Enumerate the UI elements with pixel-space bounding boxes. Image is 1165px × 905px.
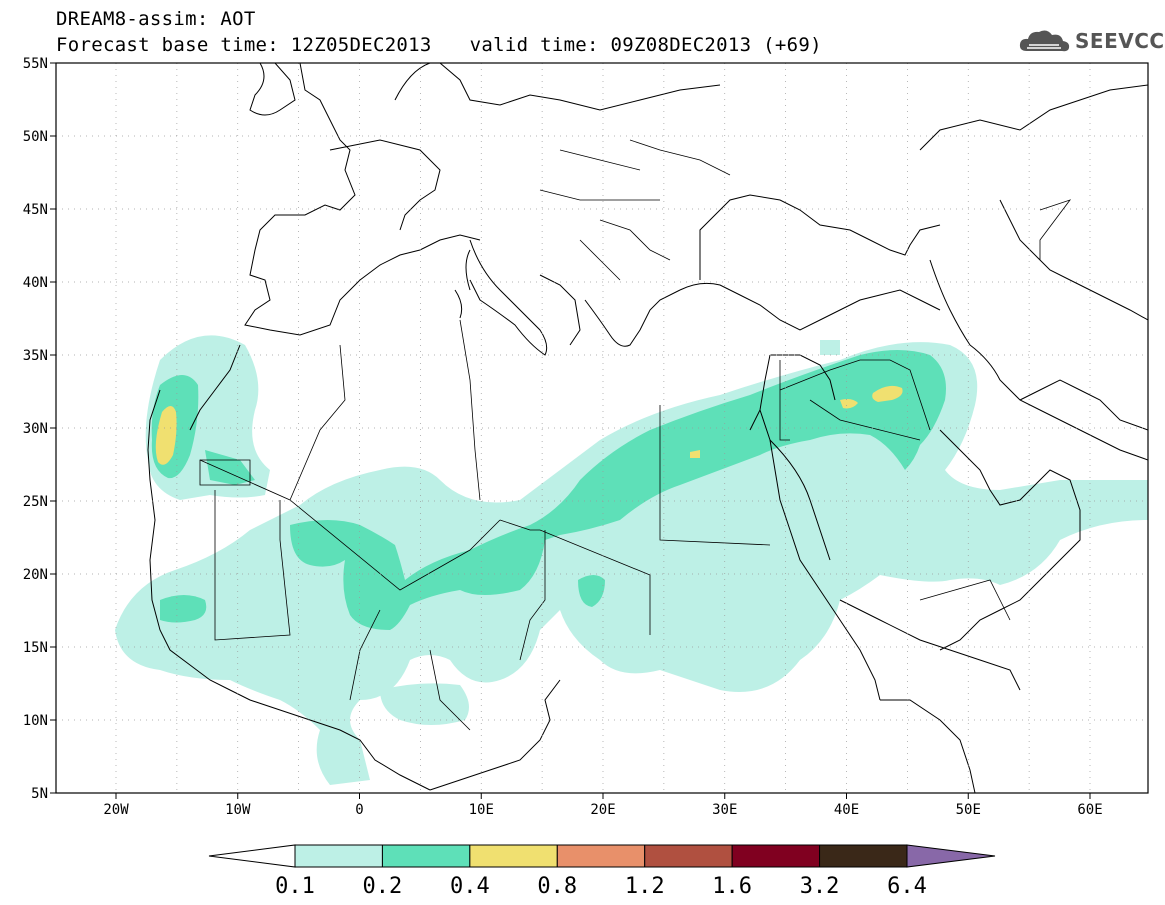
lon-label: 40E — [834, 802, 859, 818]
lon-label: 60E — [1077, 802, 1102, 818]
colorbar-over-arrow — [906, 844, 996, 868]
lat-label: 40N — [23, 275, 48, 291]
colorbar-swatch — [556, 844, 646, 868]
lat-label: 25N — [23, 494, 48, 510]
lon-label: 50E — [956, 802, 981, 818]
lat-label: 20N — [23, 567, 48, 583]
colorbar-label: 6.4 — [887, 874, 927, 899]
lat-label: 45N — [23, 202, 48, 218]
colorbar-label: 0.1 — [275, 874, 315, 899]
colorbar-under-arrow — [208, 844, 296, 868]
lat-label: 35N — [23, 348, 48, 364]
lon-label: 10E — [469, 802, 494, 818]
cloud-logo-icon — [1019, 30, 1070, 52]
colorbar-label: 0.4 — [450, 874, 490, 899]
lat-label: 55N — [23, 56, 48, 72]
colorbar-label: 1.6 — [712, 874, 752, 899]
latitude-labels: 55N 50N 45N 40N 35N 30N 25N 20N 15N 10N 5N — [23, 56, 48, 802]
coastlines — [147, 63, 1148, 793]
seevccc-logo: SEEVCCC — [1017, 26, 1165, 56]
lon-label: 20E — [590, 802, 615, 818]
colorbar-swatch — [731, 844, 821, 868]
colorbar-label: 0.2 — [363, 874, 403, 899]
longitude-labels: 20W 10W 0 10E 20E 30E 40E 50E 60E — [103, 802, 1102, 818]
lon-label: 20W — [103, 802, 129, 818]
lat-label: 50N — [23, 129, 48, 145]
colorbar-label: 1.2 — [625, 874, 665, 899]
lon-label: 30E — [712, 802, 737, 818]
lat-label: 30N — [23, 421, 48, 437]
base-time: Forecast base time: 12Z05DEC2013 — [56, 34, 432, 56]
map-title: DREAM8-assim: AOT — [56, 8, 256, 30]
valid-time: valid time: 09Z08DEC2013 (+69) — [469, 34, 822, 56]
forecast-times: Forecast base time: 12Z05DEC2013 valid ti… — [56, 34, 822, 56]
colorbar-swatch — [294, 844, 383, 868]
logo-text: SEEVCCC — [1075, 29, 1165, 53]
aot-field — [115, 335, 1148, 785]
colorbar: 0.1 0.2 0.4 0.8 1.2 1.6 3.2 6.4 — [208, 844, 996, 899]
colorbar-label: 3.2 — [800, 874, 840, 899]
aot-level-0-1 — [115, 335, 1148, 785]
lat-label: 10N — [23, 713, 48, 729]
colorbar-swatch — [819, 844, 908, 868]
lon-label: 10W — [225, 802, 251, 818]
lat-label: 5N — [31, 786, 48, 802]
graticule — [56, 63, 1148, 793]
lon-label: 0 — [355, 802, 363, 818]
colorbar-swatch — [644, 844, 733, 868]
lat-label: 15N — [23, 640, 48, 656]
country-borders — [199, 139, 1072, 731]
colorbar-swatch — [469, 844, 558, 868]
colorbar-swatch — [381, 844, 471, 868]
axis-ticks — [50, 62, 1091, 799]
colorbar-label: 0.8 — [537, 874, 577, 899]
aot-level-0-4 — [155, 385, 903, 465]
